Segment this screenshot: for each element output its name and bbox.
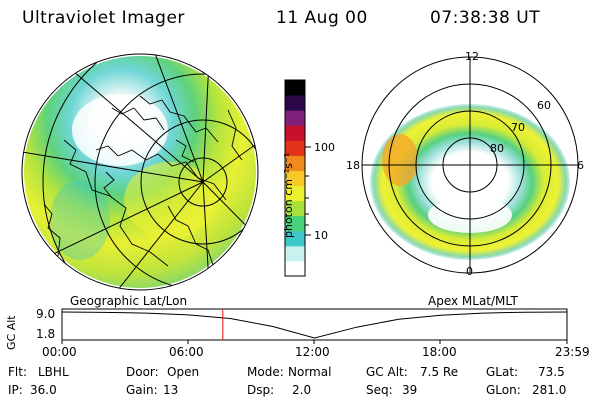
observation-time: 07:38:38 UT <box>430 8 541 28</box>
glat-value: 73.5 <box>538 365 565 379</box>
glat-label: GLat: <box>486 365 519 379</box>
mlat-label-80: 80 <box>490 142 504 155</box>
mlt-polar-image: 12 18 6 0 60 70 80 <box>346 50 584 278</box>
colorbar-band <box>285 125 305 141</box>
alt-ytick-1-8: 1.8 <box>36 327 55 341</box>
geographic-panel-label: Geographic Lat/Lon <box>70 294 188 308</box>
gain-value: 13 <box>163 383 179 397</box>
altitude-plot: 9.0 1.8 <box>36 307 568 344</box>
glon-label: GLon: <box>486 383 521 397</box>
colorbar-band <box>285 80 305 96</box>
gc-alt-label: GC Alt: <box>366 365 408 379</box>
time-tick-2359: 23:59 <box>555 345 590 359</box>
colorbar-band <box>285 260 305 277</box>
colorbar-band <box>285 230 305 247</box>
altitude-plot-frame <box>61 308 568 341</box>
mlat-label-70: 70 <box>511 121 525 134</box>
colorbar-band <box>285 110 305 126</box>
colorbar: 100 10 <box>284 79 335 277</box>
mlt-label-12: 12 <box>465 50 479 63</box>
door-value: Open <box>167 365 200 379</box>
ip-value: 36.0 <box>30 383 57 397</box>
filter-label: Flt: <box>8 365 27 379</box>
colorbar-band <box>285 95 305 111</box>
polar-cap-geo <box>72 94 168 166</box>
dsp-value: 2.0 <box>292 383 312 397</box>
colorbar-band <box>285 215 305 232</box>
seq-label: Seq: <box>366 383 393 397</box>
seq-value: 39 <box>402 383 418 397</box>
time-tick-0600: 06:00 <box>169 345 204 359</box>
altitude-axis-label: GC Alt <box>5 315 18 350</box>
colorbar-band <box>285 140 305 156</box>
alt-ytick-9: 9.0 <box>36 307 55 321</box>
coastlines <box>43 95 243 269</box>
colorbar-unit-label: photon cm⁻²s⁻¹ <box>282 152 295 238</box>
ip-label: IP: <box>8 383 23 397</box>
colorbar-band <box>285 155 305 171</box>
colorbar-label-10: 10 <box>314 229 328 242</box>
dsp-label: Dsp: <box>247 383 275 397</box>
apex-panel-label: Apex MLat/MLT <box>428 294 518 308</box>
mlt-label-0: 0 <box>466 265 473 278</box>
colorbar-label-100: 100 <box>314 141 335 154</box>
gc-alt-value: 7.5 Re <box>420 365 459 379</box>
colorbar-band <box>285 200 305 217</box>
colorbar-band <box>285 245 305 262</box>
glon-value: 281.0 <box>532 383 567 397</box>
gain-label: Gain: <box>126 383 158 397</box>
colorbar-band <box>285 185 305 202</box>
colorbar-gradient <box>285 80 305 277</box>
filter-value: LBHL <box>38 365 69 379</box>
instrument-title: Ultraviolet Imager <box>22 8 185 28</box>
geographic-image <box>21 53 259 291</box>
time-tick-0000: 00:00 <box>42 345 77 359</box>
altitude-series-line <box>61 311 568 339</box>
mode-label: Mode: <box>247 365 284 379</box>
mode-value: Normal <box>288 365 332 379</box>
lat-lon-grid <box>22 54 258 290</box>
mlat-label-60: 60 <box>537 99 551 112</box>
door-label: Door: <box>126 365 159 379</box>
observation-date: 11 Aug 00 <box>276 8 368 28</box>
mlt-label-6: 6 <box>577 159 584 172</box>
mlt-label-18: 18 <box>346 159 360 172</box>
time-tick-1800: 18:00 <box>422 345 457 359</box>
mlt-grid <box>361 56 579 274</box>
colorbar-band <box>285 170 305 187</box>
time-tick-1200: 12:00 <box>295 345 330 359</box>
